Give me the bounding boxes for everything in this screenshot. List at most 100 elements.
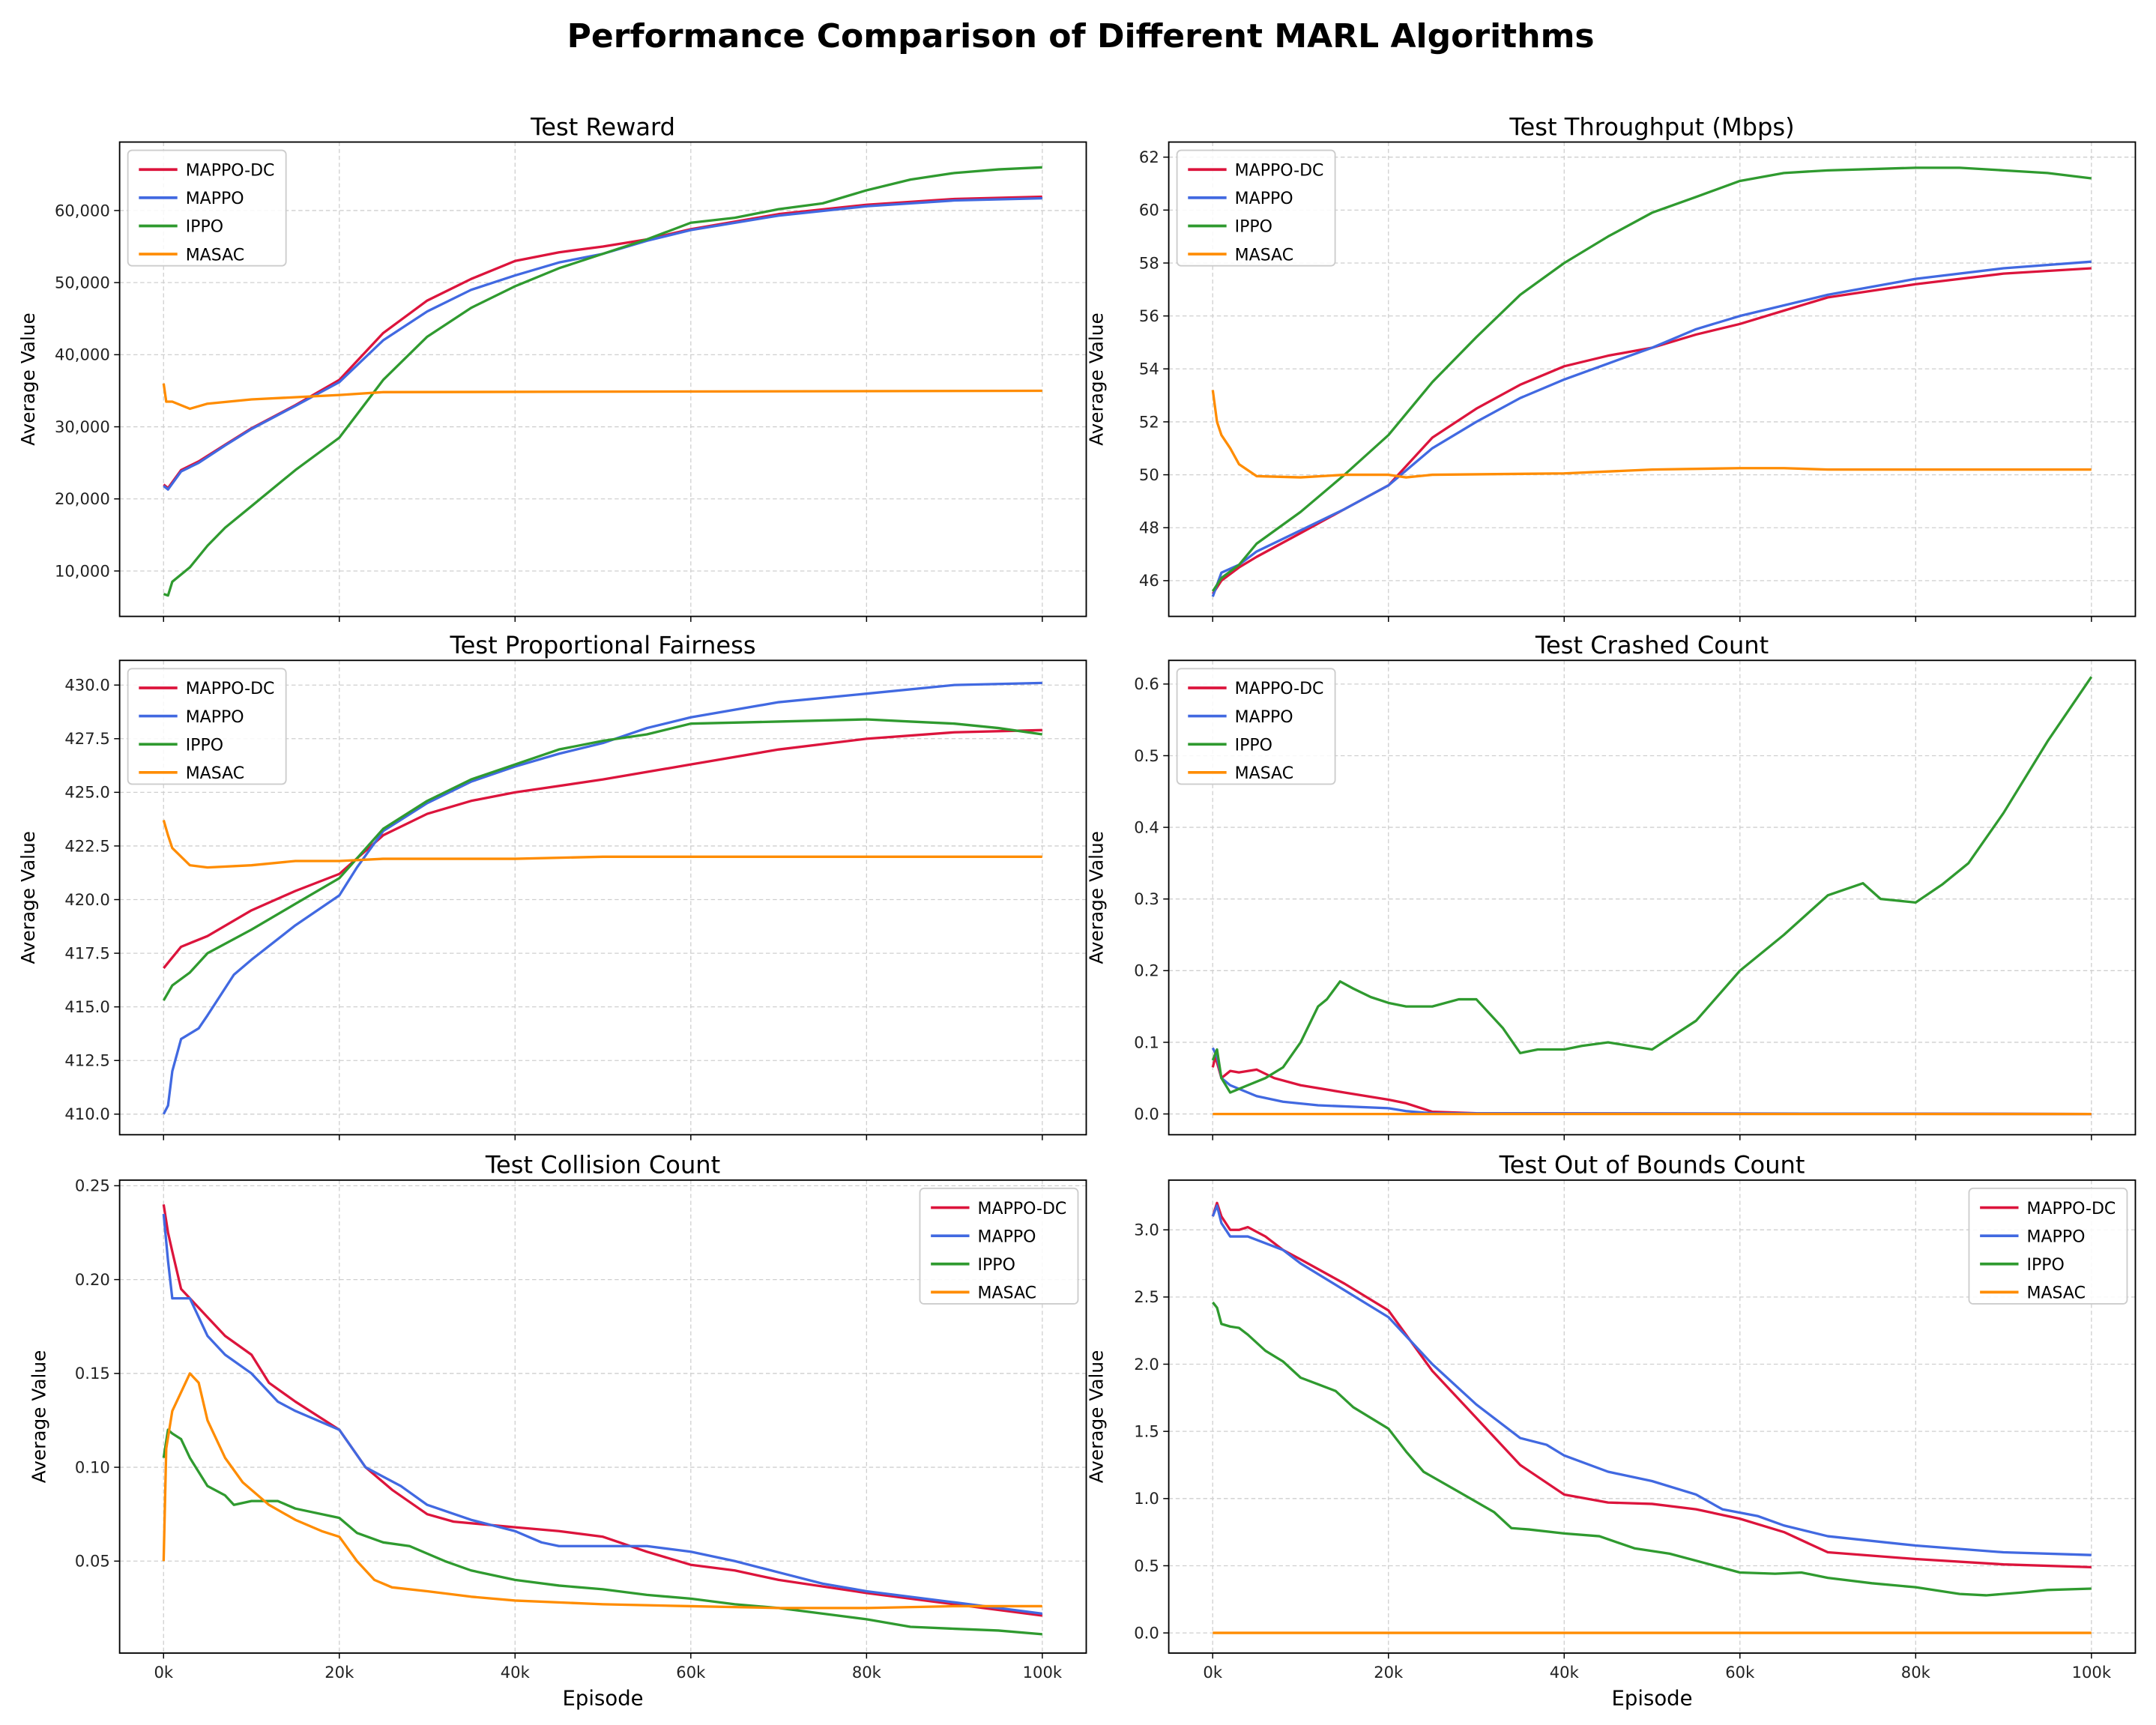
legend-label: MAPPO — [1235, 708, 1293, 727]
y-tick-label: 0.4 — [1134, 818, 1159, 836]
legend-label: IPPO — [186, 736, 223, 755]
subplot-1: Test Reward 10,000 20,000 30,000 40,000 50,00… — [17, 112, 1087, 622]
legend-box — [1176, 149, 1336, 267]
legend-label: MAPPO-DC — [2027, 1200, 2116, 1218]
subplot-title: Test Out of Bounds Count — [1499, 1151, 1805, 1179]
y-tick-label: 54 — [1139, 360, 1159, 378]
series-lines — [1211, 1201, 2092, 1634]
y-tick-label: 1.5 — [1134, 1422, 1159, 1440]
y-tick-label: 2.5 — [1134, 1287, 1159, 1306]
legend: MAPPO-DC MAPPO IPPO MASAC — [1968, 1187, 2128, 1305]
x-tick-label: 40k — [1550, 1663, 1580, 1682]
legend-label: MAPPO-DC — [1235, 680, 1324, 698]
y-tick-label: 0.6 — [1134, 674, 1159, 693]
plot-frame — [1168, 1179, 2137, 1654]
y-tick-label: 56 — [1139, 306, 1159, 325]
y-tick-label: 50 — [1139, 465, 1159, 484]
subplot-title: Test Throughput (Mbps) — [1509, 112, 1794, 141]
legend: MAPPO-DC MAPPO IPPO MASAC — [1176, 149, 1336, 267]
y-axis-label: Average Value — [1086, 831, 1108, 964]
y-axis-label: Average Value — [17, 831, 39, 964]
x-tick-label: 100k — [2072, 1663, 2112, 1682]
series-line-mappo — [162, 1213, 1043, 1616]
plot-frame — [1168, 659, 2137, 1136]
series-line-mappo — [163, 196, 1042, 491]
y-tick-label: 0.1 — [1134, 1033, 1159, 1051]
subplot-2: Test Throughput (Mbps) 46 48 50 52 54 56 58 60 62… — [1086, 112, 2137, 622]
legend-label: MAPPO-DC — [1235, 162, 1324, 181]
y-tick-label: 30,000 — [55, 417, 110, 436]
y-tick-label: 415.0 — [64, 997, 109, 1016]
subplot-title: Test Collision Count — [485, 1151, 720, 1179]
y-tick-label: 20,000 — [55, 489, 110, 508]
x-tick-label: 0k — [1203, 1663, 1222, 1682]
y-tick-label: 417.5 — [64, 943, 109, 962]
legend-box — [1176, 668, 1336, 785]
subplot-title: Test Reward — [530, 112, 675, 141]
y-tick-label: 422.5 — [64, 836, 109, 855]
series-line-masac — [1211, 390, 2092, 479]
series-line-mappo-dc — [1211, 1055, 2092, 1116]
subplot-title: Test Proportional Fairness — [450, 631, 756, 659]
y-tick-label: 0.25 — [75, 1176, 110, 1195]
y-tick-label: 410.0 — [64, 1105, 109, 1123]
legend-label: MAPPO — [978, 1227, 1036, 1246]
y-tick-label: 2.0 — [1134, 1355, 1159, 1374]
y-tick-label: 60,000 — [55, 201, 110, 220]
plot-frame — [1168, 141, 2137, 617]
series-lines — [1211, 166, 2092, 597]
y-tick-label: 427.5 — [64, 729, 109, 748]
y-axis-label: Average Value — [1086, 312, 1108, 446]
y-tick-label: 3.0 — [1134, 1221, 1159, 1239]
legend-label: IPPO — [186, 218, 223, 237]
x-tick-label: 40k — [501, 1663, 531, 1682]
legend: MAPPO-DC MAPPO IPPO MASAC — [127, 149, 287, 267]
x-tick-label: 60k — [676, 1663, 706, 1682]
plot-frame — [118, 659, 1087, 1136]
series-line-mappo — [1211, 1047, 2092, 1116]
legend-label: MAPPO — [1235, 190, 1293, 208]
legend-label: MASAC — [2027, 1284, 2086, 1303]
legend-label: IPPO — [1235, 218, 1272, 237]
y-tick-label: 0.2 — [1134, 961, 1159, 980]
legend-label: MAPPO — [186, 190, 244, 208]
y-tick-label: 0.05 — [75, 1552, 110, 1571]
y-tick-label: 1.0 — [1134, 1489, 1159, 1508]
series-line-mappo-dc — [163, 728, 1042, 970]
legend-label: MAPPO-DC — [186, 680, 275, 698]
legend-label: MAPPO-DC — [978, 1200, 1067, 1218]
x-tick-label: 100k — [1023, 1663, 1063, 1682]
legend-label: IPPO — [2027, 1256, 2065, 1275]
series-line-ippo — [1211, 166, 2092, 592]
legend-label: MAPPO-DC — [186, 162, 275, 181]
legend-box — [127, 149, 287, 267]
legend-label: MASAC — [1235, 246, 1293, 265]
x-tick-label: 80k — [852, 1663, 882, 1682]
y-tick-label: 0.15 — [75, 1364, 110, 1383]
y-tick-label: 425.0 — [64, 783, 109, 802]
series-line-ippo — [163, 166, 1042, 597]
y-tick-label: 60 — [1139, 201, 1159, 220]
subplot-4: Test Crashed Count 0.0 0.1 0.2 0.3 0.4 0.5 0.6 A… — [1086, 631, 2137, 1141]
y-tick-label: 0.20 — [75, 1270, 110, 1289]
series-lines — [162, 166, 1042, 597]
plot-frame — [118, 1179, 1087, 1654]
y-tick-label: 48 — [1139, 519, 1159, 537]
x-axis-label: Episode — [563, 1687, 644, 1711]
legend-label: MAPPO — [2027, 1227, 2086, 1246]
y-tick-label: 62 — [1139, 148, 1159, 166]
series-line-ippo — [162, 1428, 1042, 1636]
series-line-mappo — [1211, 260, 2092, 597]
y-tick-label: 10,000 — [55, 561, 110, 580]
legend-label: IPPO — [1235, 736, 1272, 755]
legend-label: MASAC — [186, 764, 244, 783]
series-line-mappo-dc — [1211, 267, 2092, 595]
y-axis-label: Average Value — [17, 312, 39, 446]
y-tick-label: 0.0 — [1134, 1623, 1159, 1642]
x-tick-label: 20k — [1374, 1663, 1404, 1682]
y-tick-label: 0.10 — [75, 1457, 110, 1476]
x-tick-label: 0k — [154, 1663, 173, 1682]
plot-frame — [118, 141, 1087, 617]
subplot-5: Test Collision Count 0k 20k 40k 60k 80k 100k 0.… — [28, 1151, 1087, 1711]
